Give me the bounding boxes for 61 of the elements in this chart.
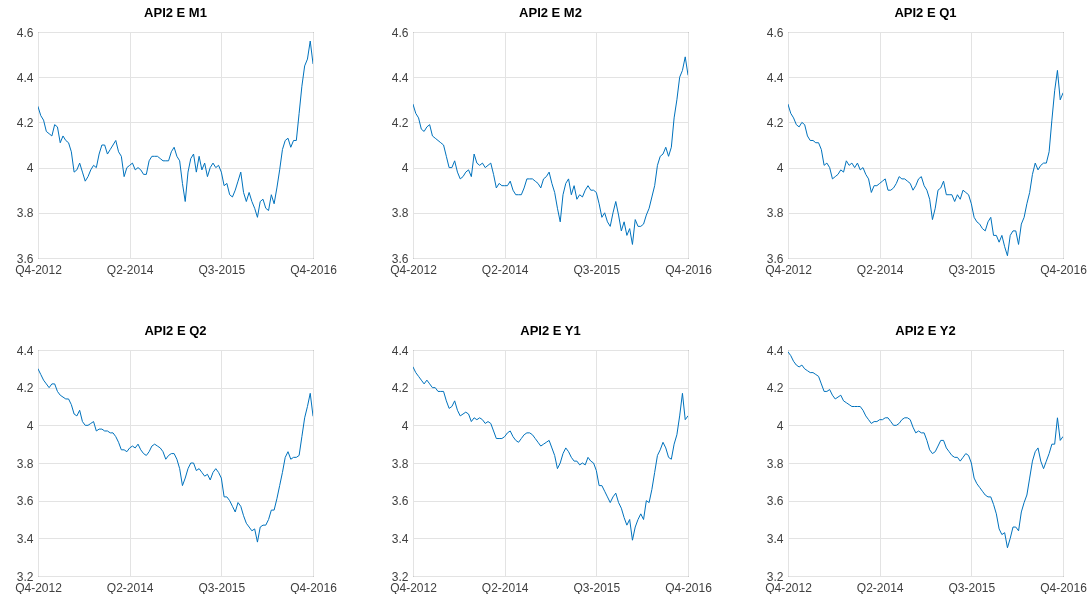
y-tick-label: 3.8 — [766, 456, 784, 471]
y-tick-label: 3.4 — [16, 531, 34, 546]
y-tick-label: 4.2 — [391, 115, 409, 130]
x-tick-label: Q4-2016 — [665, 580, 713, 595]
y-tick-label: 4.2 — [16, 115, 34, 130]
y-tick-label: 4 — [401, 418, 409, 433]
chart-title: API2 E Q1 — [894, 5, 957, 20]
chart-title: API2 E Y1 — [520, 323, 581, 338]
x-tick-label: Q2-2014 — [856, 580, 904, 595]
x-tick-label: Q4-2016 — [290, 580, 338, 595]
x-tick-label: Q3-2015 — [948, 580, 996, 595]
x-tick-label: Q4-2016 — [1040, 580, 1088, 595]
y-tick-label: 3.6 — [766, 494, 784, 509]
y-tick-label: 4.4 — [391, 343, 409, 358]
y-tick-label: 4 — [776, 418, 784, 433]
y-tick-label: 4.4 — [766, 70, 784, 85]
line-series — [38, 40, 313, 218]
x-tick-label: Q4-2016 — [665, 262, 713, 277]
x-tick-label: Q4-2016 — [290, 262, 338, 277]
y-tick-label: 3.6 — [16, 494, 34, 509]
x-tick-label: Q3-2015 — [573, 580, 621, 595]
y-tick-label: 3.8 — [391, 206, 409, 221]
chart-title: API2 E M1 — [144, 5, 207, 20]
x-tick-label: Q3-2015 — [198, 580, 246, 595]
y-tick-label: 4.4 — [766, 343, 784, 358]
y-tick-label: 3.8 — [391, 456, 409, 471]
y-tick-label: 4.2 — [766, 115, 784, 130]
y-tick-label: 3.4 — [391, 531, 409, 546]
x-tick-label: Q4-2016 — [1040, 262, 1088, 277]
line-series — [38, 368, 313, 543]
y-tick-label: 4.2 — [766, 381, 784, 396]
y-tick-label: 4.2 — [391, 381, 409, 396]
x-tick-label: Q2-2014 — [856, 262, 904, 277]
y-tick-label: 4.4 — [16, 343, 34, 358]
x-tick-label: Q2-2014 — [481, 262, 529, 277]
chart-title: API2 E M2 — [519, 5, 582, 20]
y-tick-label: 3.4 — [766, 531, 784, 546]
chart-title: API2 E Y2 — [895, 323, 956, 338]
x-tick-label: Q2-2014 — [106, 262, 154, 277]
y-tick-label: 4.4 — [391, 70, 409, 85]
y-tick-label: 3.6 — [391, 494, 409, 509]
line-series — [413, 56, 688, 245]
x-tick-label: Q2-2014 — [106, 580, 154, 595]
y-tick-label: 4 — [776, 161, 784, 176]
y-tick-label: 4.2 — [16, 381, 34, 396]
x-tick-label: Q3-2015 — [198, 262, 246, 277]
y-tick-label: 4.4 — [16, 70, 34, 85]
y-tick-label: 3.8 — [16, 456, 34, 471]
line-series — [413, 366, 688, 541]
y-tick-label: 4.6 — [766, 25, 784, 40]
y-tick-label: 4.6 — [391, 25, 409, 40]
y-tick-label: 3.8 — [766, 206, 784, 221]
x-tick-label: Q3-2015 — [573, 262, 621, 277]
x-tick-label: Q2-2014 — [481, 580, 529, 595]
y-tick-label: 3.8 — [16, 206, 34, 221]
y-tick-label: 4.6 — [16, 25, 34, 40]
y-tick-label: 4 — [26, 161, 34, 176]
y-tick-label: 4 — [401, 161, 409, 176]
chart-title: API2 E Q2 — [144, 323, 207, 338]
y-tick-label: 4 — [26, 418, 34, 433]
x-tick-label: Q3-2015 — [948, 262, 996, 277]
